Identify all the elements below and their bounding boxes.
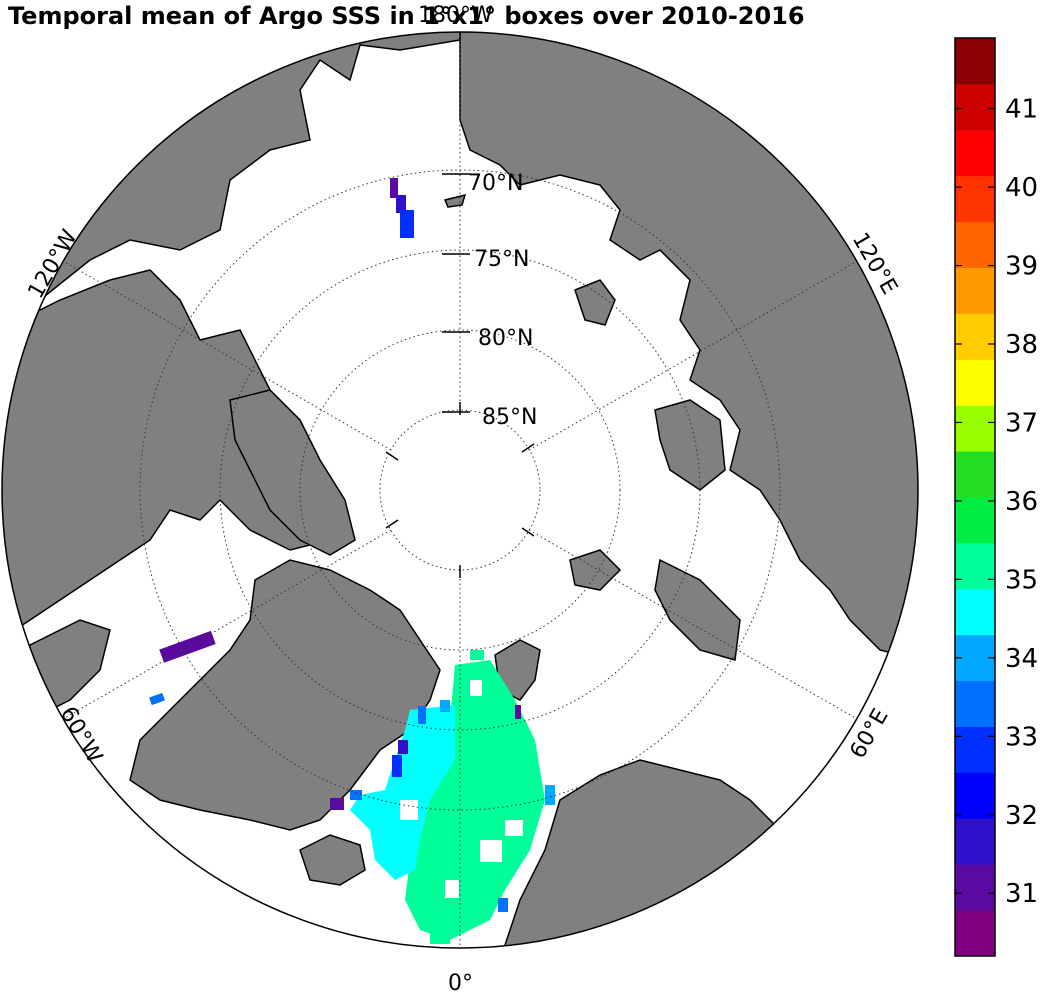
sss-patch: [392, 755, 402, 777]
meridian-60E: [528, 529, 858, 720]
land-novaya-zemlya: [654, 558, 741, 661]
sss-patch: [515, 705, 521, 719]
sss-patch: [149, 692, 165, 706]
sss-patch-atlantic-water: [405, 660, 545, 940]
sss-patch: [400, 210, 414, 238]
sss-patch: [390, 178, 398, 198]
lon-label-0: 0°: [448, 971, 473, 995]
map-boundary: [1, 31, 919, 949]
lat-label-75: 75°N: [474, 247, 529, 272]
land-severnaya: [654, 399, 726, 491]
land-franz-josef: [569, 549, 622, 591]
sss-patch: [398, 740, 408, 754]
land-masses: [2, 32, 918, 948]
sss-patch: [498, 898, 508, 912]
lat-circle-75: [219, 249, 701, 731]
sss-patch: [418, 706, 426, 724]
graticule-ticks: [385, 173, 535, 578]
lat-label-80: 80°N: [478, 326, 533, 351]
land-ellesmere: [229, 389, 356, 556]
sss-patch: [350, 790, 362, 800]
sss-patch: [396, 195, 406, 213]
meridian-120W: [62, 260, 392, 451]
lat-label-70: 70°N: [468, 171, 523, 196]
salinity-data: [149, 178, 555, 944]
graticule: [62, 32, 858, 948]
meridian-60W: [62, 529, 392, 720]
sss-patch: [330, 798, 344, 810]
lat-circle-70: [139, 169, 781, 811]
sss-patch: [440, 700, 450, 712]
meridian-120E: [528, 260, 858, 451]
lat-circle-85: [379, 409, 541, 571]
sss-patch: [545, 785, 555, 805]
sss-patch: [470, 650, 484, 660]
lon-label-180: 180°W: [418, 3, 493, 28]
lat-label-85: 85°N: [482, 405, 537, 430]
map-title: Temporal mean of Argo SSS in 1°x1° boxes…: [8, 2, 805, 30]
sss-patch-polar-water: [350, 705, 455, 880]
land-iceland: [299, 834, 366, 886]
land-greenland: [129, 559, 441, 831]
sss-patch: [430, 930, 450, 944]
land-new-siberian: [574, 279, 616, 326]
lat-circle-80: [299, 329, 621, 651]
